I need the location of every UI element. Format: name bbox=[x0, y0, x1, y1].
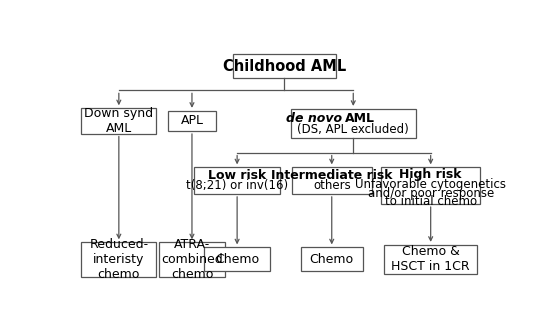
FancyBboxPatch shape bbox=[292, 167, 371, 194]
FancyBboxPatch shape bbox=[385, 245, 477, 274]
Text: Chemo &
HSCT in 1CR: Chemo & HSCT in 1CR bbox=[391, 246, 470, 273]
Text: to initial chemo: to initial chemo bbox=[385, 195, 477, 208]
Text: Chemo: Chemo bbox=[215, 253, 259, 266]
FancyBboxPatch shape bbox=[168, 111, 215, 131]
Text: Low risk: Low risk bbox=[208, 169, 266, 182]
FancyBboxPatch shape bbox=[301, 247, 363, 272]
FancyBboxPatch shape bbox=[81, 242, 157, 277]
Text: Down synd
AML: Down synd AML bbox=[84, 107, 153, 135]
FancyBboxPatch shape bbox=[381, 167, 480, 204]
Text: others: others bbox=[313, 180, 351, 192]
Text: Intermediate risk: Intermediate risk bbox=[271, 169, 392, 182]
Text: AML: AML bbox=[345, 112, 375, 125]
Text: (DS, APL excluded): (DS, APL excluded) bbox=[297, 123, 409, 136]
Text: High risk: High risk bbox=[400, 168, 462, 181]
Text: and/or poor response: and/or poor response bbox=[367, 186, 494, 200]
FancyBboxPatch shape bbox=[81, 108, 157, 134]
Text: Chemo: Chemo bbox=[310, 253, 354, 266]
FancyBboxPatch shape bbox=[159, 242, 225, 277]
FancyBboxPatch shape bbox=[233, 54, 336, 78]
FancyBboxPatch shape bbox=[291, 109, 416, 138]
Text: de novo: de novo bbox=[286, 112, 342, 125]
FancyBboxPatch shape bbox=[204, 247, 270, 272]
Text: Reduced-
interisty
chemo: Reduced- interisty chemo bbox=[89, 238, 148, 281]
Text: APL: APL bbox=[180, 115, 204, 127]
Text: Childhood AML: Childhood AML bbox=[223, 59, 346, 74]
FancyBboxPatch shape bbox=[194, 167, 280, 194]
Text: Unfavorable cytogenetics: Unfavorable cytogenetics bbox=[355, 178, 506, 191]
Text: ATRA-
combined
chemo: ATRA- combined chemo bbox=[161, 238, 223, 281]
Text: t(8;21) or inv(16): t(8;21) or inv(16) bbox=[186, 180, 288, 192]
